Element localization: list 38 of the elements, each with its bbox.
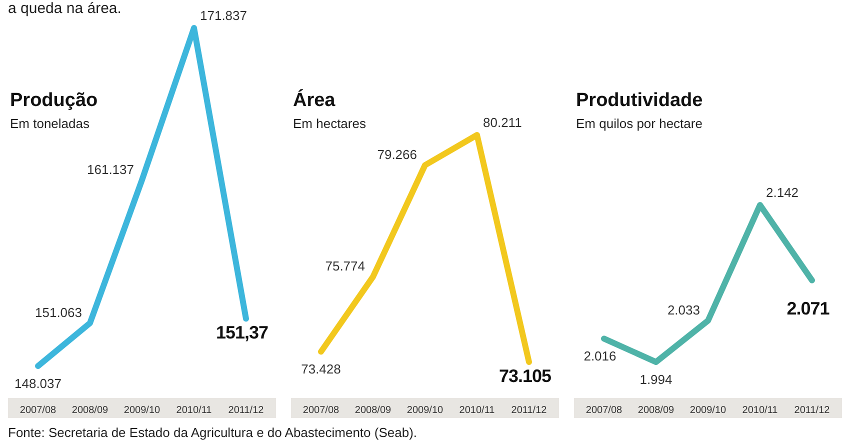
data-label: 2.033 — [667, 302, 700, 318]
data-label: 148.037 — [14, 376, 62, 391]
x-tick-label: 2010/11 — [742, 405, 778, 416]
data-label: 151,37 — [216, 322, 269, 343]
x-tick-label: 2010/11 — [459, 405, 496, 416]
data-label: 2.142 — [766, 185, 799, 200]
data-label: 80.211 — [483, 115, 522, 130]
chart-subtitle: Em hectares — [293, 116, 366, 131]
x-tick-label: 2008/09 — [354, 405, 392, 416]
x-tick-label: 2011/12 — [511, 405, 548, 416]
x-tick-label: 2009/10 — [124, 405, 161, 416]
data-label: 1.994 — [640, 372, 672, 387]
chart-title: Produtividade — [576, 90, 703, 111]
text: Produção — [10, 90, 98, 111]
x-tick-label: 2009/10 — [406, 405, 444, 416]
x-tick-label: 2011/12 — [228, 405, 264, 416]
data-label: 73.428 — [301, 362, 341, 377]
data-label: 151.063 — [35, 305, 82, 320]
data-label: 2.071 — [786, 298, 830, 318]
x-tick-label: 2009/10 — [690, 405, 727, 416]
x-tick-label: 2008/09 — [638, 405, 675, 416]
data-label: 73.105 — [498, 366, 552, 386]
data-label: 161.137 — [87, 162, 134, 177]
data-label: 79.266 — [377, 147, 417, 162]
chart-subtitle: Em quilos por hectare — [576, 116, 702, 131]
data-label: 2.016 — [584, 348, 616, 364]
chart-title: Área — [293, 89, 336, 111]
data-label: 171.837 — [200, 8, 247, 23]
text: Em toneladas — [10, 116, 90, 131]
x-tick-label: 2007/08 — [586, 405, 623, 416]
data-label: 75.774 — [325, 258, 365, 274]
x-tick-label: 2007/08 — [20, 405, 57, 416]
text: a queda na área. — [8, 0, 122, 17]
x-tick-label: 2007/08 — [302, 405, 340, 416]
x-tick-label: 2010/11 — [176, 405, 212, 416]
x-tick-label: 2008/09 — [72, 405, 109, 416]
source-note: Fonte: Secretaria de Estado da Agricultura e do Abastecimento (Seab). — [8, 425, 418, 440]
x-tick-label: 2011/12 — [794, 405, 830, 416]
